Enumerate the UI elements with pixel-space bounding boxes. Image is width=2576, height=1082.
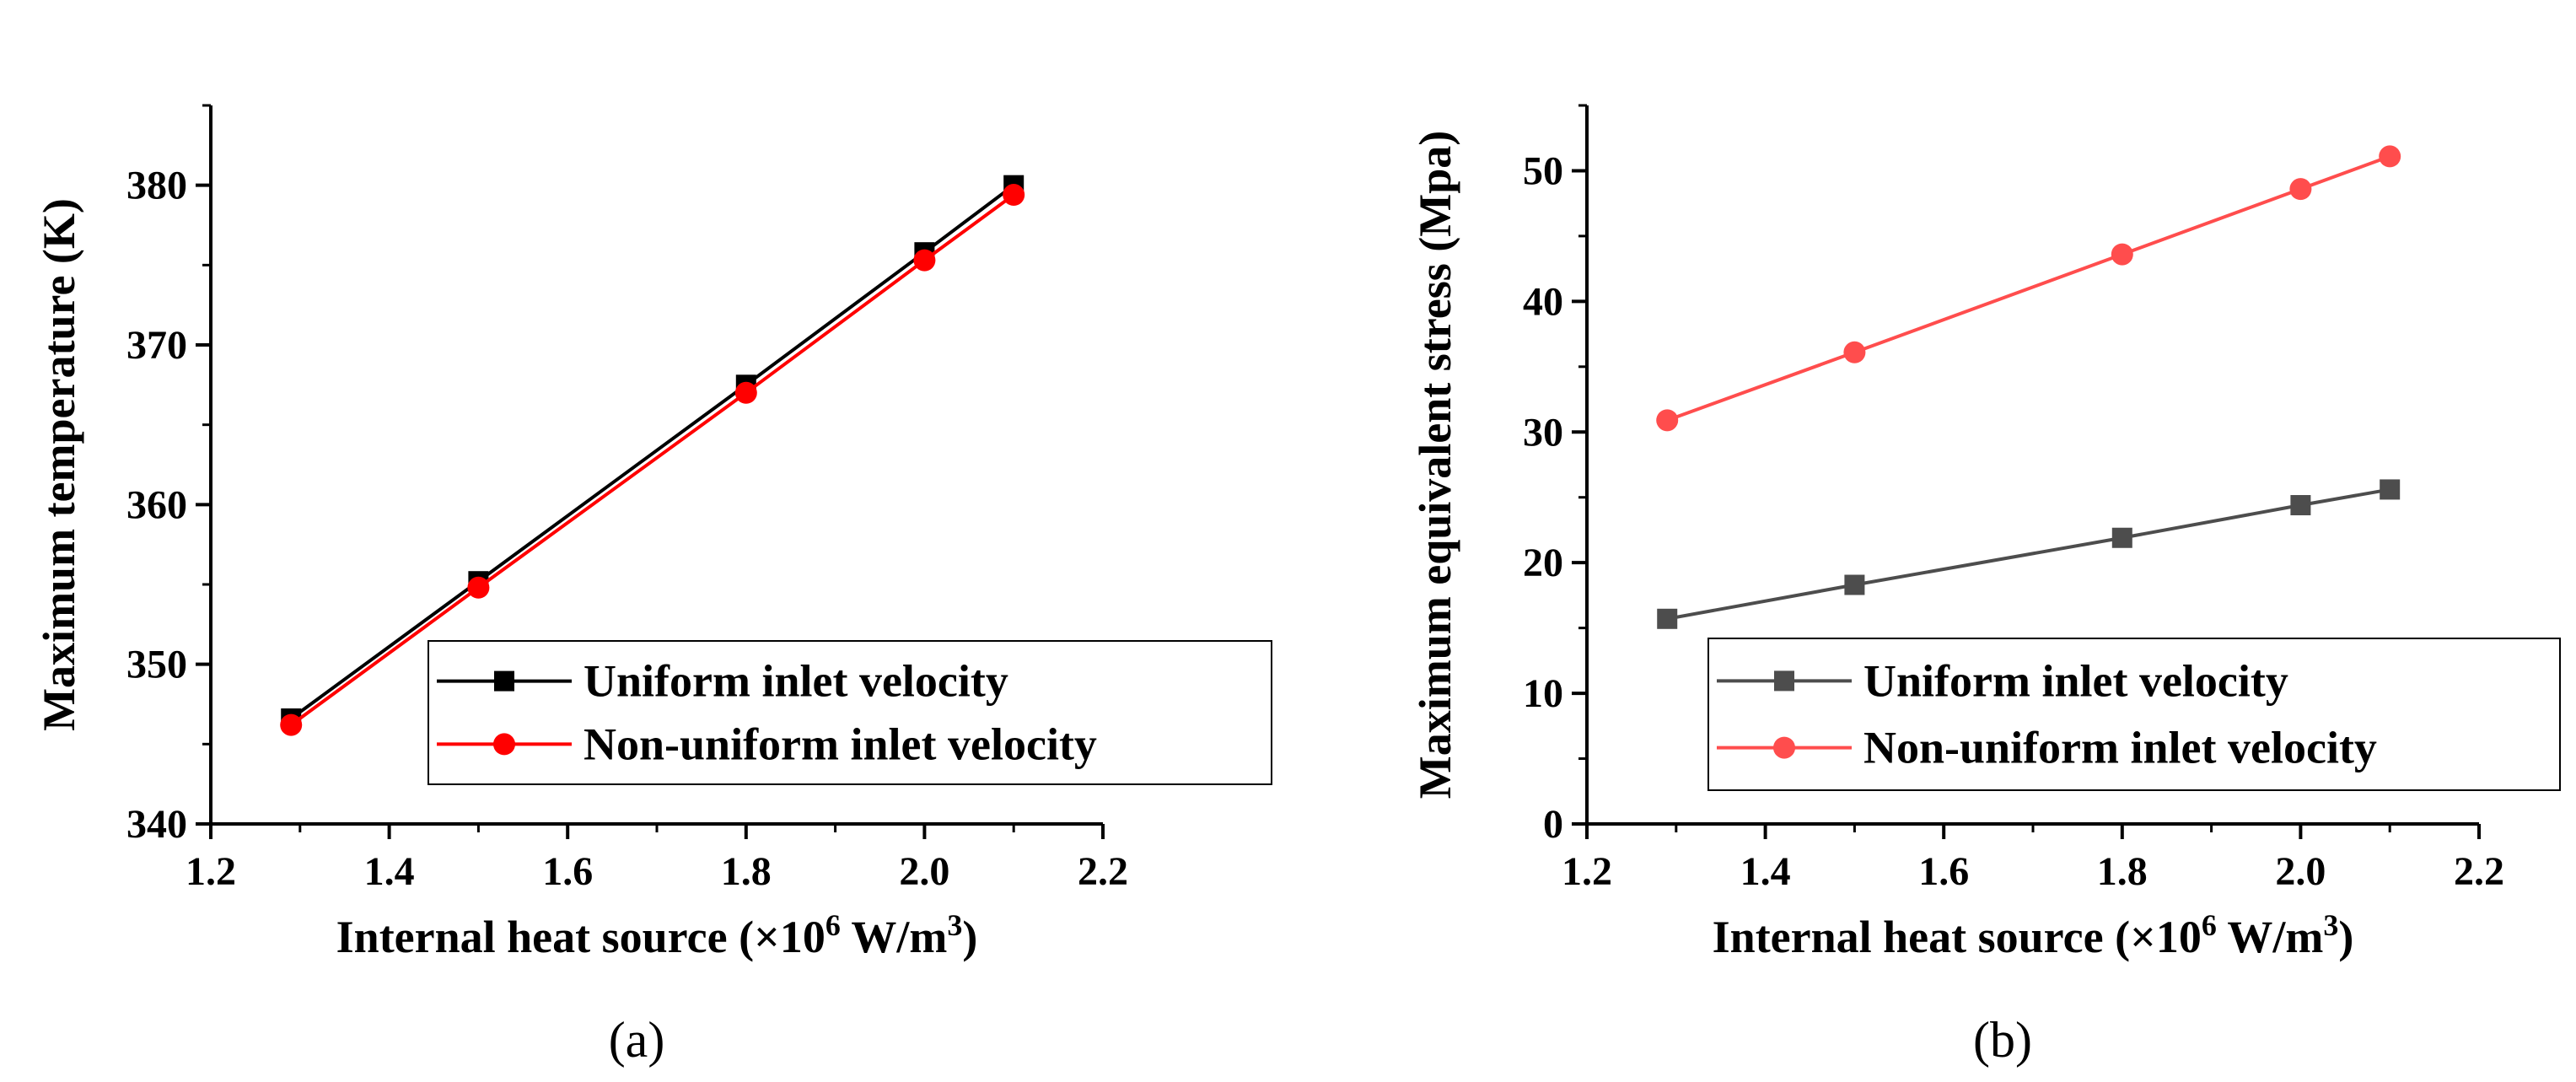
legend-box bbox=[1707, 638, 2561, 791]
y-tick-label: 10 bbox=[1523, 671, 1563, 716]
y-tick-label: 40 bbox=[1523, 279, 1563, 324]
x-tick-label: 1.6 bbox=[542, 849, 593, 894]
data-point bbox=[2111, 243, 2133, 266]
x-tick-label: 2.2 bbox=[1078, 849, 1128, 894]
data-point bbox=[2111, 527, 2132, 548]
x-axis-title-mid: W/m bbox=[2217, 912, 2324, 962]
legend-box bbox=[428, 640, 1272, 785]
x-tick-label: 2.2 bbox=[2454, 849, 2504, 894]
x-tick-label: 1.2 bbox=[186, 849, 236, 894]
panel-label: (b) bbox=[1973, 1012, 2032, 1068]
y-tick-label: 30 bbox=[1523, 410, 1563, 455]
x-axis-title-end: ) bbox=[2338, 912, 2353, 962]
y-tick-label: 0 bbox=[1543, 802, 1563, 847]
x-axis-title-main: Internal heat source (×10 bbox=[1713, 912, 2202, 962]
series-line bbox=[1666, 487, 2390, 621]
y-tick-label: 340 bbox=[126, 802, 187, 847]
data-point bbox=[2380, 479, 2401, 500]
chart-panel-b: 1.2 1.4 1.6 1.8 2.0 2.2 0 10 20 30 40 50 Internal he… bbox=[1410, 104, 2561, 1068]
x-axis-title-mid: W/m bbox=[841, 912, 948, 962]
series-line bbox=[290, 184, 1015, 720]
x-tick-label: 1.6 bbox=[1918, 849, 1969, 894]
x-tick-label: 1.4 bbox=[364, 849, 415, 894]
data-point bbox=[1656, 409, 1679, 432]
legend-marker bbox=[493, 733, 515, 756]
data-point bbox=[1843, 341, 1866, 363]
data-point bbox=[2290, 495, 2311, 516]
y-axis-title: Maximum temperature (K) bbox=[34, 198, 84, 731]
y-tick-label: 20 bbox=[1523, 541, 1563, 585]
y-tick-label: 350 bbox=[126, 643, 187, 687]
y-axis-title: Maximum equivalent stress (Mpa) bbox=[1410, 131, 1460, 799]
legend-label: Non-uniform inlet velocity bbox=[1863, 723, 2377, 773]
x-axis-title-end: ) bbox=[962, 912, 977, 962]
data-point bbox=[734, 381, 757, 404]
x-axis-title-exp1: 6 bbox=[2202, 908, 2217, 942]
legend-marker bbox=[1774, 670, 1794, 692]
series-line bbox=[1666, 154, 2390, 423]
legend-label: Uniform inlet velocity bbox=[1863, 655, 2288, 706]
legend: Uniform inlet velocity Non-uniform inlet … bbox=[1707, 638, 2561, 791]
series-uniform bbox=[1657, 479, 2401, 629]
x-axis-title: Internal heat source (×106 W/m3) bbox=[336, 908, 978, 962]
legend: Uniform inlet velocity Non-uniform inlet … bbox=[428, 640, 1272, 785]
y-tick-label: 50 bbox=[1523, 148, 1563, 193]
y-tick-label: 360 bbox=[126, 482, 187, 527]
data-point bbox=[913, 249, 936, 272]
y-tick-label: 370 bbox=[126, 323, 187, 368]
legend-label: Uniform inlet velocity bbox=[583, 656, 1008, 707]
x-tick-label: 2.0 bbox=[899, 849, 949, 894]
data-point bbox=[467, 576, 490, 599]
data-point bbox=[1844, 574, 1865, 595]
legend-label: Non-uniform inlet velocity bbox=[583, 719, 1097, 769]
x-axis-title-exp1: 6 bbox=[826, 908, 841, 942]
data-point bbox=[1657, 608, 1678, 629]
data-point bbox=[2289, 178, 2312, 201]
x-tick-label: 2.0 bbox=[2275, 849, 2326, 894]
series-non-uniform bbox=[1656, 145, 2401, 432]
panel-label: (a) bbox=[609, 1012, 665, 1068]
data-point bbox=[1003, 184, 1025, 207]
data-point bbox=[280, 713, 303, 736]
x-axis-title-exp2: 3 bbox=[2323, 908, 2338, 942]
chart-panel-a: 1.2 1.4 1.6 1.8 2.0 2.2 340 350 360 370 380 Interna… bbox=[34, 104, 1272, 1068]
x-tick-label: 1.4 bbox=[1740, 849, 1791, 894]
x-tick-label: 1.2 bbox=[1562, 849, 1612, 894]
legend-marker bbox=[494, 670, 514, 692]
x-axis-title-exp2: 3 bbox=[947, 908, 962, 942]
x-tick-label: 1.8 bbox=[721, 849, 772, 894]
x-tick-label: 1.8 bbox=[2097, 849, 2148, 894]
x-axis-title: Internal heat source (×106 W/m3) bbox=[1713, 908, 2354, 962]
y-tick-label: 380 bbox=[126, 164, 187, 208]
series-non-uniform bbox=[280, 184, 1025, 736]
legend-marker bbox=[1773, 736, 1795, 759]
data-point bbox=[2379, 145, 2401, 168]
x-axis-title-main: Internal heat source (×10 bbox=[336, 912, 826, 962]
